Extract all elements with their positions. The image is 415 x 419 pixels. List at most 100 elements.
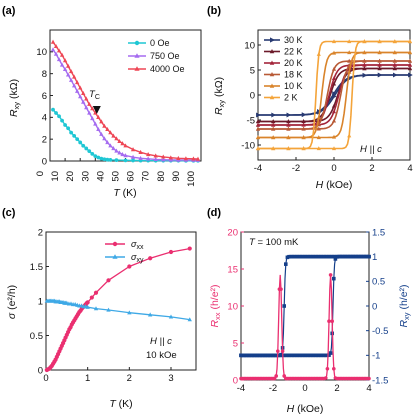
- panel-b-series-10k-point: [316, 135, 321, 140]
- panel-b-series-22k-point: [255, 119, 261, 124]
- panel-a-series-4000-oe-point: [56, 48, 62, 53]
- panel-a-series-750-oe-point: [50, 47, 56, 52]
- panel-label-d: (d): [207, 207, 221, 219]
- panel-a-series-4000-oe-point: [96, 114, 101, 120]
- legend-750oe: 750 Oe: [150, 51, 180, 61]
- panel-a-series-750-oe-point: [138, 155, 143, 160]
- panel-d-left-ytick-label: 15: [227, 264, 238, 275]
- legend-30k-marker: [270, 37, 275, 43]
- panel-d-rxx-point: [279, 287, 283, 291]
- panel-d-ylabel-left: Rxx (h/e²): [209, 284, 222, 327]
- panel-a-xtick-label: 0: [35, 171, 46, 176]
- panel-a-series-4000-oe-point: [50, 39, 56, 44]
- panel-d-ylabel-right: Rxy (h/e²): [398, 284, 411, 327]
- panel-a-series-4000-oe-point: [102, 123, 107, 128]
- panel-a-series-750-oe-point: [153, 156, 158, 162]
- panel-d-right-ytick-label: 1.5: [372, 227, 385, 238]
- panel-b-series-30k-point: [332, 91, 337, 96]
- legend-marker-sigma-xx: [112, 241, 118, 247]
- panel-a-series-4000-oe-point: [68, 69, 74, 74]
- panel-b-series-2k-point: [392, 39, 397, 44]
- panel-a-series-750-oe-point: [78, 94, 83, 99]
- panel-b-series-2k-point: [377, 39, 382, 44]
- panel-d-right-ytick-label: 1: [372, 252, 377, 263]
- panel-a-series-4000-oe-point: [87, 101, 92, 106]
- panel-b-xtick-label: 4: [407, 163, 412, 174]
- panel-c-series-sigma-xx-point: [127, 264, 132, 269]
- panel-a-series-4000-oe-point: [84, 96, 89, 101]
- legend-2k: 2 K: [284, 93, 298, 103]
- panel-d-temperature: T = 100 mK: [249, 237, 299, 248]
- panel-d-rxy-point: [333, 257, 338, 261]
- panel-b-series-22k-point: [392, 66, 397, 71]
- panel-b-series-20k-point: [301, 122, 306, 127]
- panel-c-ytick-label: 0: [38, 365, 43, 376]
- panel-a-series-750-oe-point: [72, 83, 77, 88]
- panel-b-series-10k-point: [347, 50, 352, 55]
- panel-a-series-4000-oe-point: [117, 138, 122, 144]
- panel-b-series-30k-point: [256, 112, 261, 118]
- panel-b-series-10k-point: [331, 50, 337, 55]
- panel-d-rxy-up: [241, 256, 369, 356]
- panel-a-series-0-oe-point: [60, 118, 64, 123]
- panel-d-rxx-point: [332, 367, 336, 371]
- panel-b-series-22k-point: [362, 66, 367, 71]
- panel-a-series-4000-oe-point: [75, 80, 80, 85]
- panel-b-series-22k-point: [271, 119, 276, 124]
- panel-a-series-0-oe-point: [75, 137, 80, 142]
- panel-b-series: [255, 39, 413, 151]
- panel-a-series-4000-oe-point: [72, 74, 77, 79]
- panel-b-series-10k-point: [316, 115, 321, 120]
- panel-d-rxx-point: [367, 376, 371, 381]
- panel-d-rxy-point: [284, 262, 288, 266]
- panel-a-series-750-oe-point: [117, 150, 122, 155]
- panel-a-series-750-oe-point: [111, 146, 116, 151]
- panel-a-series-750-oe-point: [59, 62, 65, 67]
- panel-d-rxy-point: [332, 276, 336, 281]
- panel-a-ytick-label: 6: [42, 91, 47, 102]
- panel-a-legend: 0 Oe 750 Oe 4000 Oe: [128, 38, 185, 74]
- panel-a-series-0-oe-point: [63, 123, 67, 127]
- panel-b-series-18k-point: [331, 66, 337, 71]
- panel-a-series-0-oe-point: [90, 152, 95, 156]
- panel-c-ticks: 0 1 2 3 0 0.5 1 1.5 2: [30, 227, 174, 384]
- panel-d-left-ytick-label: 10: [227, 301, 238, 312]
- panel-d-rxx-line: [241, 274, 369, 380]
- panel-d-rxy-point: [282, 304, 286, 308]
- panel-c-ytick-label: 2: [38, 227, 43, 238]
- panel-a-series-750-oe-point: [114, 148, 119, 153]
- panel-c-series-sigma-xy-point: [168, 314, 174, 319]
- panel-b-series-22k-point: [301, 119, 306, 124]
- panel-a-series-4000-oe-point: [168, 155, 173, 160]
- panel-d-series: [239, 254, 371, 381]
- legend-20k: 20 K: [284, 58, 303, 68]
- panel-b-series-18k-point: [255, 126, 261, 131]
- panel-b-series-30k-down: [258, 74, 410, 116]
- panel-b-series-20k-point: [331, 109, 337, 114]
- legend-marker-sigma-xy: [112, 254, 118, 259]
- panel-a-series-4000-oe-point: [81, 90, 86, 95]
- panel-a-series-4000-oe-point: [62, 58, 68, 63]
- panel-b-series-10k-point: [407, 50, 413, 55]
- panel-a-series-750-oe-point: [65, 72, 71, 77]
- panel-c-series-sigma-xy-point: [106, 307, 111, 312]
- panel-a-xtick-label: 70: [141, 171, 152, 182]
- panel-b-series-10k-point: [255, 135, 261, 140]
- panel-d-left-ytick-label: 20: [227, 227, 238, 238]
- panel-d-rxy-point: [367, 254, 371, 259]
- panel-a-series-750-oe-point: [99, 131, 104, 136]
- tc-arrow: [92, 106, 101, 115]
- panel-d-xtick-label: -4: [237, 383, 245, 394]
- panel-d-ticks: -4 -2 0 2 4 0 5 10 15 20 -1.5 -1 -0.5 0 0.5 1 1.5: [227, 227, 388, 394]
- panel-a-series-750-oe-point: [96, 126, 101, 132]
- panel-b-series-22k-point: [407, 66, 413, 71]
- panel-b-ylabel: Rxy (kΩ): [213, 77, 226, 115]
- panel-c-ytick-label: 0.5: [30, 331, 43, 342]
- legend-marker-4000oe: [134, 66, 140, 71]
- panel-a-series-4000-oe-point: [53, 43, 59, 49]
- panel-b-series-2k-point: [316, 51, 321, 56]
- panel-b-series-10k-point: [271, 135, 276, 140]
- panel-b-series-30k-point: [362, 72, 367, 78]
- panel-b-series-2k-point: [331, 146, 337, 151]
- panel-d-frame: [240, 231, 370, 381]
